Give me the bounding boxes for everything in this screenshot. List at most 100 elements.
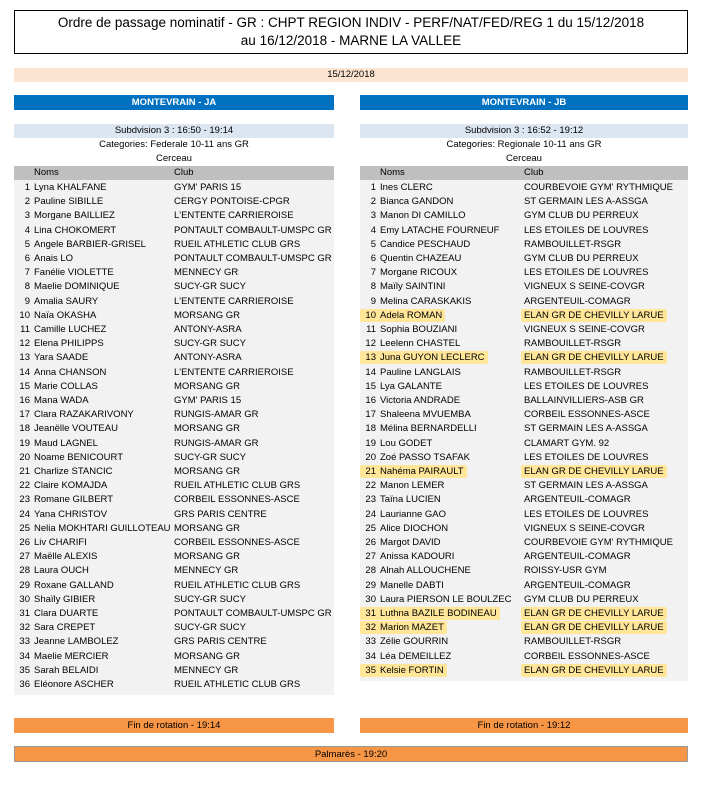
- name: Zoé PASSO TSAFAK: [380, 451, 470, 463]
- name-cell: 20 Noame BENICOURT: [14, 451, 126, 464]
- name-cell: 11 Camille LUCHEZ: [14, 323, 109, 336]
- rows: 1 Lyna KHALFANE GYM' PARIS 15 2 Pauline SIBI…: [14, 180, 334, 696]
- name: Manon LEMER: [380, 480, 445, 492]
- club: ANTONY-ASRA: [174, 352, 242, 364]
- club-cell: L'ENTENTE CARRIEROISE: [171, 209, 297, 222]
- club-cell: MORSANG GR: [171, 522, 243, 535]
- rank: 36: [19, 679, 30, 690]
- club-cell: SUCY-GR SUCY: [171, 451, 249, 464]
- club: RUEIL ATHLETIC CLUB GRS: [174, 238, 301, 250]
- club: PONTAULT COMBAULT-UMSPC GR: [174, 608, 332, 619]
- name-cell: 28 Alnah ALLOUCHENE: [360, 564, 474, 577]
- name: Melina CARASKAKIS: [380, 295, 472, 307]
- club-cell: VIGNEUX S SEINE-COVGR: [521, 280, 648, 293]
- name-cell: 12 Elena PHILIPPS: [14, 337, 107, 350]
- name: Yana CHRISTOV: [34, 508, 108, 520]
- club: MENNECY GR: [174, 565, 239, 577]
- club: ARGENTEUIL-COMAGR: [524, 579, 631, 591]
- rank: 20: [365, 451, 376, 463]
- name-cell: 28 Laura OUCH: [14, 564, 92, 577]
- name-cell: 18 Mélina BERNARDELLI: [360, 422, 480, 435]
- name-cell: 23 Romane GILBERT: [14, 493, 116, 506]
- rank: 24: [19, 508, 30, 520]
- name: Noame BENICOURT: [34, 451, 124, 463]
- table-header: Noms Club: [14, 166, 334, 180]
- club-cell: RAMBOUILLET-RSGR: [521, 238, 624, 251]
- name-cell: 12 Leelenn CHASTEL: [360, 337, 463, 350]
- name: Nelia MOKHTARI GUILLOTEAU: [34, 522, 171, 534]
- name: Juna GUYON LECLERC: [380, 352, 485, 364]
- club: VIGNEUX S SEINE-COVGR: [524, 522, 645, 534]
- name-cell: 4 Lina CHOKOMERT: [14, 224, 119, 237]
- name: Morgane RICOUX: [380, 267, 458, 279]
- name: Morgane BAILLIEZ: [34, 210, 115, 222]
- name: Anna CHANSON: [34, 366, 107, 378]
- rank: 13: [19, 352, 30, 364]
- name: Liv CHARIFI: [34, 537, 87, 548]
- rank: 27: [365, 551, 376, 563]
- name: Maelie MERCIER: [34, 650, 109, 662]
- club: ST GERMAIN LES A-ASSGA: [524, 480, 648, 492]
- name-cell: 16 Victoria ANDRADE: [360, 394, 463, 407]
- rank: 17: [19, 409, 30, 421]
- rank: 30: [19, 593, 30, 605]
- club: RAMBOUILLET-RSGR: [524, 338, 622, 350]
- club-cell: ELAN GR DE CHEVILLY LARUE: [521, 465, 667, 478]
- club: SUCY-GR SUCY: [174, 593, 246, 605]
- club: RUNGIS-AMAR GR: [174, 437, 259, 449]
- rank: 31: [19, 608, 30, 619]
- club: CORBEIL ESSONNES-ASCE: [524, 409, 650, 421]
- rank: 15: [365, 380, 376, 392]
- rank: 34: [19, 650, 30, 662]
- name: Sara CREPET: [34, 622, 96, 634]
- rank: 4: [24, 224, 30, 236]
- name-cell: 20 Zoé PASSO TSAFAK: [360, 451, 473, 464]
- name-cell: 24 Laurianne GAO: [360, 508, 449, 521]
- name: Shaleena MVUEMBA: [380, 409, 471, 421]
- club: GYM CLUB DU PERREUX: [524, 253, 639, 264]
- rank: 7: [370, 267, 376, 279]
- club-cell: MENNECY GR: [171, 664, 241, 677]
- table-header: Noms Club: [360, 166, 688, 180]
- name: Charlize STANCIC: [34, 466, 113, 477]
- rank: 16: [19, 395, 30, 406]
- name-cell: 3 Morgane BAILLIEZ: [14, 209, 118, 222]
- rank: 33: [19, 636, 30, 648]
- rotation-end: Fin de rotation - 19:14: [14, 718, 334, 733]
- rank: 2: [24, 196, 30, 208]
- name-cell: 5 Angele BARBIER-GRISEL: [14, 238, 149, 251]
- club-cell: ELAN GR DE CHEVILLY LARUE: [521, 308, 667, 322]
- club: ELAN GR DE CHEVILLY LARUE: [524, 622, 664, 634]
- name: Alnah ALLOUCHENE: [380, 565, 471, 577]
- club: BALLAINVILLIERS-ASB GR: [524, 395, 644, 406]
- club-cell: GYM CLUB DU PERREUX: [521, 593, 642, 606]
- name: Anissa KADOURI: [380, 551, 455, 563]
- name-cell: 17 Shaleena MVUEMBA: [360, 408, 474, 421]
- name-cell: 21 Nahéma PAIRAULT: [360, 465, 467, 478]
- club-cell: RUEIL ATHLETIC CLUB GRS: [171, 678, 303, 691]
- name: Lyna KHALFANE: [34, 182, 107, 193]
- rank: 34: [365, 650, 376, 662]
- rank: 25: [19, 522, 30, 534]
- club-cell: RAMBOUILLET-RSGR: [521, 635, 624, 648]
- rank: 20: [19, 451, 30, 463]
- category: Categories: Regionale 10-11 ans GR: [446, 139, 602, 150]
- club-cell: MORSANG GR: [171, 465, 243, 478]
- apparatus: Cerceau: [506, 153, 542, 164]
- club-cell: GYM CLUB DU PERREUX: [521, 252, 642, 265]
- club-cell: MORSANG GR: [171, 550, 243, 563]
- club: LES ETOILES DE LOUVRES: [524, 508, 649, 520]
- header-names: Noms: [34, 167, 59, 178]
- rank: 22: [19, 480, 30, 492]
- name: Pauline SIBILLE: [34, 196, 104, 208]
- club-cell: ST GERMAIN LES A-ASSGA: [521, 422, 651, 435]
- name: Manon DI CAMILLO: [380, 210, 466, 222]
- rank: 31: [365, 608, 376, 619]
- rank: 23: [365, 494, 376, 506]
- club: GYM' PARIS 15: [174, 182, 242, 193]
- club-cell: ROISSY-USR GYM: [521, 564, 610, 577]
- club-cell: MENNECY GR: [171, 564, 241, 577]
- club: ANTONY-ASRA: [174, 324, 242, 335]
- club-cell: RUEIL ATHLETIC CLUB GRS: [171, 238, 303, 251]
- name-cell: 8 Maïly SAINTINI: [360, 280, 448, 293]
